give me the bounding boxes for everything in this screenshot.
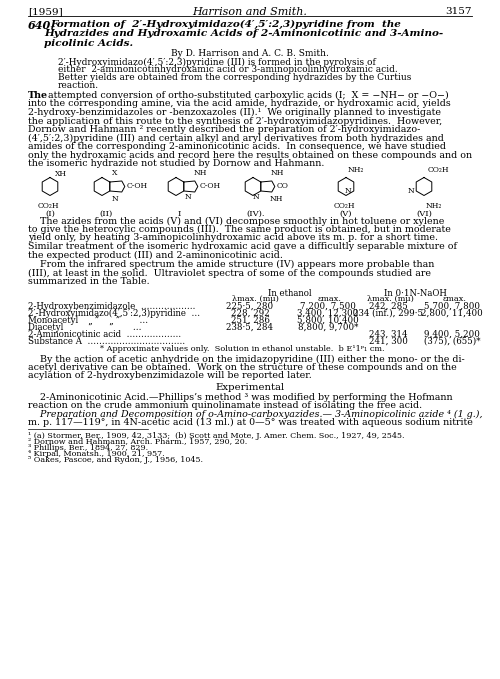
Text: to give the heterocylic compounds (III).  The same product is obtained, but in m: to give the heterocylic compounds (III).… [28, 225, 451, 234]
Text: the expected product (III) and 2-aminonicotinic acid.: the expected product (III) and 2-aminoni… [28, 251, 283, 259]
Text: (IV).: (IV). [247, 210, 265, 217]
Text: ⁴ Kirpal, Monatsh., 1900, 21, 957.: ⁴ Kirpal, Monatsh., 1900, 21, 957. [28, 449, 164, 458]
Text: (VI): (VI) [416, 210, 432, 217]
Text: In 0·1N-NaOH: In 0·1N-NaOH [384, 289, 446, 297]
Text: 7,200, 7,500: 7,200, 7,500 [300, 302, 356, 311]
Text: yield only, by heating 3-aminopicolinhydroxamic acid above its m. p. for a short: yield only, by heating 3-aminopicolinhyd… [28, 234, 438, 242]
Text: reaction on the crude ammonium quinolinamate instead of isolating the free acid.: reaction on the crude ammonium quinolina… [28, 401, 422, 410]
Text: N: N [185, 193, 192, 201]
Text: In ethanol: In ethanol [268, 289, 312, 297]
Text: CO₂H: CO₂H [428, 166, 450, 175]
Text: [1959]: [1959] [28, 7, 63, 16]
Text: Preparation and Decomposition of o-Amino-carboxyazides.— 3-Aminopicolinic azide : Preparation and Decomposition of o-Amino… [28, 409, 482, 419]
Text: Substance A  …………………………….: Substance A ……………………………. [28, 337, 185, 346]
Text: CO: CO [277, 181, 288, 189]
Text: 238·5, 284: 238·5, 284 [226, 323, 274, 332]
Text: XH: XH [56, 170, 68, 179]
Text: 3,400, 12,300: 3,400, 12,300 [298, 309, 358, 318]
Text: 2-Aminonicotinic Acid.—Phillips’s method ³ was modified by performing the Hofman: 2-Aminonicotinic Acid.—Phillips’s method… [28, 392, 452, 401]
Text: N: N [112, 195, 118, 203]
Text: 2-Aminonicotinic acid  ……………….: 2-Aminonicotinic acid ………………. [28, 330, 181, 339]
Text: the isomeric hydrazide not studied by Dornow and Hahmann.: the isomeric hydrazide not studied by Do… [28, 159, 324, 168]
Text: 241, 300: 241, 300 [368, 337, 408, 346]
Text: By D. Harrison and A. C. B. Smith.: By D. Harrison and A. C. B. Smith. [171, 50, 329, 58]
Text: picolinic Acids.: picolinic Acids. [44, 39, 133, 48]
Text: CO₂H: CO₂H [333, 202, 355, 210]
Text: NH: NH [271, 169, 284, 177]
Text: 2′-Hydroxyimidazo(4′,5′:2,3)pyridine (III) is formed in the pyrolysis of: 2′-Hydroxyimidazo(4′,5′:2,3)pyridine (II… [58, 58, 376, 67]
Text: εmax.: εmax. [318, 295, 342, 303]
Text: 2-hydroxy-benzimidazoles or -benzoxazoles (II).¹  We originally planned to inves: 2-hydroxy-benzimidazoles or -benzoxazole… [28, 108, 441, 117]
Text: 228, 292: 228, 292 [230, 309, 270, 318]
Text: 234 (inf.), 299·5: 234 (inf.), 299·5 [353, 309, 423, 318]
Text: Formation of  2′-Hydroxyimidazo(4′,5′:2,3)pyridine from  the: Formation of 2′-Hydroxyimidazo(4′,5′:2,3… [50, 20, 401, 29]
Text: 5,800, 10,400: 5,800, 10,400 [297, 316, 359, 325]
Text: (II): (II) [100, 210, 112, 217]
Text: 5,700, 7,800: 5,700, 7,800 [424, 302, 480, 311]
Text: 9,400, 5,200: 9,400, 5,200 [424, 330, 480, 339]
Text: ¹ (a) Stormer, Ber., 1909, 42, 3133;  (b) Scott and Mote, J. Amer. Chem. Soc., 1: ¹ (a) Stormer, Ber., 1909, 42, 3133; (b)… [28, 431, 404, 439]
Text: 225·5, 280: 225·5, 280 [226, 302, 274, 311]
Text: either  2-aminonicotinhydroxamic acid or 3-aminopicolinhydroxamic acid.: either 2-aminonicotinhydroxamic acid or … [58, 65, 398, 75]
Text: attempted conversion of ortho-substituted carboxylic acids (I;  X = −NH− or −O−): attempted conversion of ortho-substitute… [45, 91, 449, 100]
Text: The: The [28, 91, 48, 100]
Text: 2′-Hydroxyimidazo(4′,5′:2,3)pyridine  …: 2′-Hydroxyimidazo(4′,5′:2,3)pyridine … [28, 309, 200, 318]
Text: amides of the corresponding 2-aminonicotinic acids.  In consequence, we have stu: amides of the corresponding 2-aminonicot… [28, 142, 446, 151]
Text: N: N [253, 193, 260, 201]
Text: Harrison and Smith.: Harrison and Smith. [192, 7, 308, 17]
Text: acetyl derivative can be obtained.  Work on the structure of these compounds and: acetyl derivative can be obtained. Work … [28, 363, 457, 372]
Text: λmax. (mμ): λmax. (mμ) [366, 295, 414, 303]
Text: m. p. 117—119°, in 4N-acetic acid (13 ml.) at 0—5° was treated with aqueous sodi: m. p. 117—119°, in 4N-acetic acid (13 ml… [28, 418, 473, 427]
Text: 2,800, 11,400: 2,800, 11,400 [421, 309, 483, 318]
Text: C-OH: C-OH [200, 183, 221, 191]
Text: N: N [345, 187, 352, 195]
Text: 3157: 3157 [446, 7, 472, 16]
Text: The azides from the acids (V) and (VI) decompose smoothly in hot toluene or xyle: The azides from the acids (V) and (VI) d… [28, 217, 444, 225]
Text: reaction.: reaction. [58, 81, 99, 90]
Text: NH₂: NH₂ [348, 166, 364, 175]
Text: 242, 285: 242, 285 [368, 302, 408, 311]
Text: NH: NH [270, 195, 283, 203]
Text: 243, 314: 243, 314 [369, 330, 407, 339]
Text: ⁵ Oakes, Pascoe, and Rydon, J., 1956, 1045.: ⁵ Oakes, Pascoe, and Rydon, J., 1956, 10… [28, 456, 203, 464]
Text: (375), (655)*: (375), (655)* [424, 337, 480, 346]
Text: N: N [408, 187, 414, 195]
Text: CO₂H: CO₂H [38, 202, 59, 210]
Text: Similar treatment of the isomeric hydroxamic acid gave a difficultly separable m: Similar treatment of the isomeric hydrox… [28, 242, 457, 251]
Text: By the action of acetic anhydride on the imidazopyridine (III) either the mono- : By the action of acetic anhydride on the… [28, 354, 465, 364]
Text: 640.: 640. [28, 20, 55, 31]
Text: NH: NH [194, 169, 207, 177]
Text: From the infrared spectrum the amide structure (IV) appears more probable than: From the infrared spectrum the amide str… [28, 260, 434, 269]
Text: (III), at least in the solid.  Ultraviolet spectra of some of the compounds stud: (III), at least in the solid. Ultraviole… [28, 268, 431, 278]
Text: Hydrazides and Hydroxamic Acids of 2-Aminonicotinic and 3-Amino-: Hydrazides and Hydroxamic Acids of 2-Ami… [44, 29, 443, 39]
Text: X: X [112, 169, 117, 177]
Text: Dornow and Hahmann ² recently described the preparation of 2′-hydroxyimidazo-: Dornow and Hahmann ² recently described … [28, 125, 420, 134]
Text: 2-Hydroxybenzimidazole  ……………….: 2-Hydroxybenzimidazole ………………. [28, 302, 196, 311]
Text: into the corresponding amine, via the acid amide, hydrazide, or hydroxamic acid,: into the corresponding amine, via the ac… [28, 100, 451, 109]
Text: 8,800, 9,700*: 8,800, 9,700* [298, 323, 358, 332]
Text: (I): (I) [45, 210, 55, 217]
Text: (4′,5′:2,3)pyridine (III) and certain alkyl and aryl derivatives from both hydra: (4′,5′:2,3)pyridine (III) and certain al… [28, 134, 444, 143]
Text: the application of this route to the synthesis of 2′-hydroxyimidazopyridines.  H: the application of this route to the syn… [28, 117, 442, 126]
Text: ³ Phillips, Ber., 1894, 27, 829.: ³ Phillips, Ber., 1894, 27, 829. [28, 443, 148, 452]
Text: ² Dornow and Hahmann, Arch. Pharm., 1957, 290, 20.: ² Dornow and Hahmann, Arch. Pharm., 1957… [28, 437, 247, 445]
Text: εmax.: εmax. [443, 295, 467, 303]
Text: C-OH: C-OH [127, 183, 148, 191]
Text: Experimental: Experimental [216, 383, 284, 392]
Text: 251, 286: 251, 286 [230, 316, 270, 325]
Text: summarized in the Table.: summarized in the Table. [28, 277, 150, 286]
Text: (V): (V) [340, 210, 352, 217]
Text: Better yields are obtained from the corresponding hydrazides by the Curtius: Better yields are obtained from the corr… [58, 73, 412, 82]
Text: Monoacetyl      ”      ”       …: Monoacetyl ” ” … [28, 316, 148, 325]
Text: * Approximate values only.  Solution in ethanol unstable.  b E¹1ᵖ₁ cm.: * Approximate values only. Solution in e… [100, 345, 384, 353]
Text: I: I [178, 210, 180, 217]
Text: only the hydroxamic acids and record here the results obtained on these compound: only the hydroxamic acids and record her… [28, 151, 472, 160]
Text: acylation of 2-hydroxybenzimidazole will be reported later.: acylation of 2-hydroxybenzimidazole will… [28, 371, 312, 380]
Text: λmax. (mμ): λmax. (mμ) [232, 295, 278, 303]
Text: NH₂: NH₂ [426, 202, 442, 210]
Text: Diacetyl         ”      ”       …: Diacetyl ” ” … [28, 323, 142, 332]
